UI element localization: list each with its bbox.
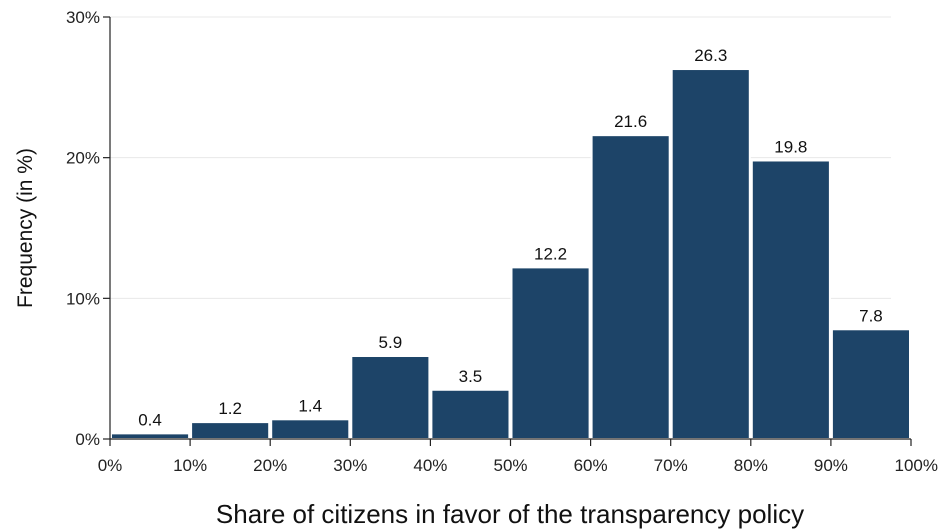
y-tick-label: 30% [66,8,100,27]
y-axis-title: Frequency (in %) [14,148,37,308]
y-tick-label: 10% [66,289,100,308]
x-tick-label: 0% [98,456,123,475]
bar-value-label: 26.3 [694,46,727,65]
x-tick-label: 60% [574,456,608,475]
histogram-bar [670,68,751,441]
y-tick-label: 0% [75,430,100,449]
x-tick-label: 40% [413,456,447,475]
x-tick-label: 70% [654,456,688,475]
x-tick-label: 80% [734,456,768,475]
histogram-bar [510,266,591,440]
histogram-bar [110,432,191,440]
bar-value-label: 1.4 [298,396,322,415]
bar-value-label: 0.4 [138,410,162,429]
histogram-bar [830,328,912,440]
x-tick-label: 100% [895,456,938,475]
bar-value-label: 7.8 [859,306,883,325]
y-tick-label: 20% [66,149,100,168]
x-tick-label: 90% [814,456,848,475]
bars [110,68,912,441]
x-axis-title: Share of citizens in favor of the transp… [216,499,804,529]
bar-value-label: 1.2 [218,399,242,418]
bar-value-label: 21.6 [614,112,647,131]
axes: 0% 10% 20% 30% 0% 10% 20% 30% 40% 50% 60% 70% 80% 90%… [66,8,938,475]
histogram-bar [190,421,271,440]
x-tick-label: 30% [333,456,367,475]
histogram-bar [350,355,431,440]
bar-value-label: 3.5 [459,367,483,386]
bar-value-label: 19.8 [774,137,807,156]
bar-value-label: 5.9 [379,333,403,352]
bar-value-label: 12.2 [534,244,567,263]
x-tick-label: 20% [253,456,287,475]
x-tick-label: 50% [493,456,527,475]
histogram-bar [270,418,351,441]
histogram-bar [430,388,511,440]
histogram-bar [590,134,671,440]
histogram-bar [750,159,831,440]
bar-value-labels: 0.4 1.2 1.4 5.9 3.5 12.2 21.6 26.3 19.8 7.8 [138,46,883,429]
x-tick-label: 10% [173,456,207,475]
